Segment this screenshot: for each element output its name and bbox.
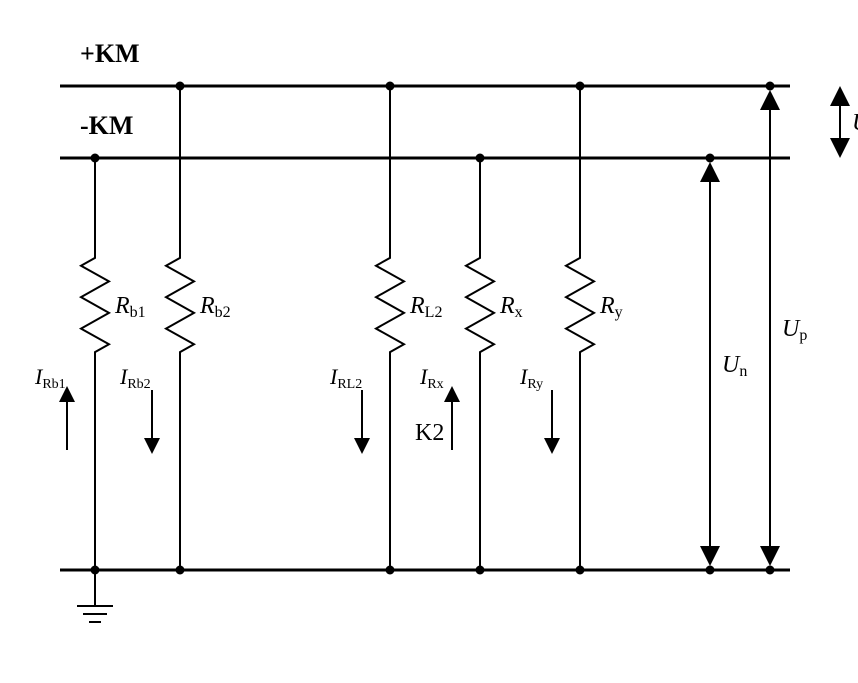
circuit-diagram: +KM -KM Rb1 IRb1 Rb2 IRb2 RL2 IRL2 Rx IRx Ry IRy K2 U…: [20, 20, 858, 663]
svg-text:Un: Un: [722, 352, 747, 380]
svg-text:IRL2: IRL2: [329, 364, 362, 392]
svg-text:U: U: [852, 110, 858, 136]
svg-text:-KM: -KM: [80, 111, 133, 140]
svg-text:IRx: IRx: [419, 364, 444, 392]
svg-text:Rx: Rx: [499, 293, 523, 321]
svg-text:K2: K2: [415, 420, 444, 446]
svg-text:Up: Up: [782, 316, 807, 344]
svg-text:RL2: RL2: [409, 293, 442, 321]
svg-text:+KM: +KM: [80, 39, 140, 68]
svg-text:IRb1: IRb1: [34, 364, 66, 392]
svg-text:IRy: IRy: [519, 364, 543, 392]
svg-text:Ry: Ry: [599, 293, 623, 321]
svg-text:Rb2: Rb2: [199, 293, 231, 321]
svg-text:IRb2: IRb2: [119, 364, 151, 392]
svg-text:Rb1: Rb1: [114, 293, 146, 321]
